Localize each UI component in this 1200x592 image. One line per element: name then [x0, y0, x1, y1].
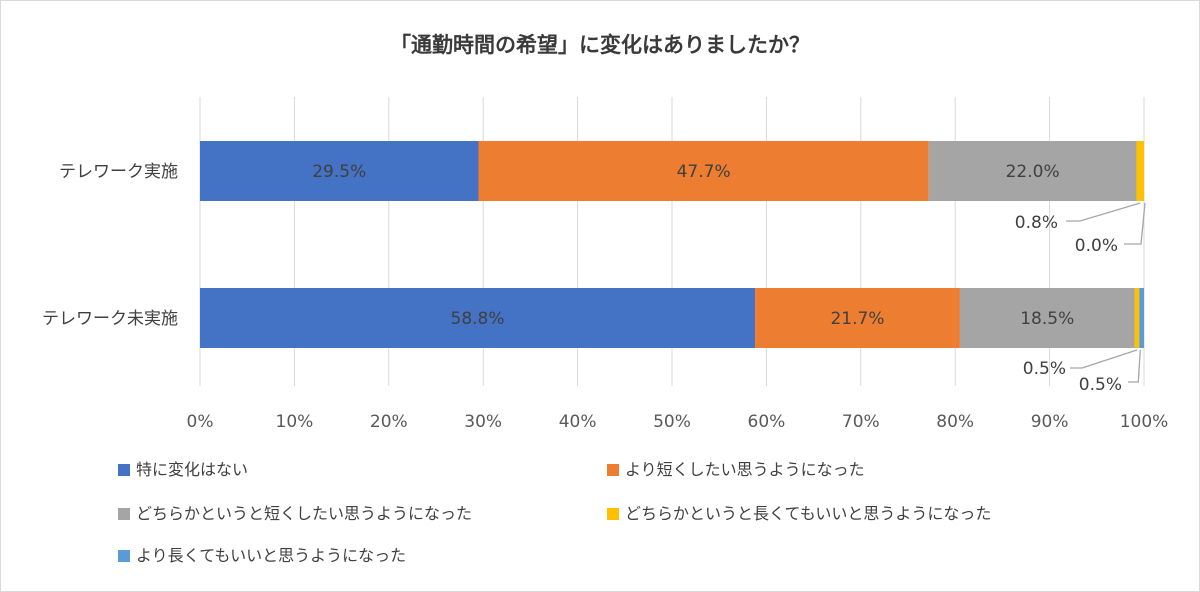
x-tick-label: 40% — [559, 412, 597, 432]
x-tick-label: 10% — [276, 412, 314, 432]
data-labels: 29.5% 47.7% 22.0% 0.8% 0.0% 58.8% 21.7% 18.5% 0.… — [312, 162, 1146, 395]
data-label: 0.8% — [1015, 213, 1058, 233]
x-tick-label: 60% — [748, 412, 786, 432]
data-label: 0.0% — [1075, 236, 1118, 256]
legend-label: どちらかというと短くしたい思うようになった — [136, 504, 472, 523]
x-tick-label: 90% — [1031, 412, 1069, 432]
data-label: 58.8% — [451, 309, 505, 329]
x-tick-label: 100% — [1120, 412, 1169, 432]
data-label: 0.5% — [1023, 359, 1066, 379]
bar-segment — [755, 288, 960, 348]
x-tick-label: 50% — [653, 412, 691, 432]
leader-line — [1128, 349, 1141, 383]
bar-segment — [1136, 141, 1144, 201]
x-axis: 0% 10% 20% 30% 40% 50% 60% 70% 80% 90% 100% — [187, 412, 1169, 432]
data-label: 22.0% — [1006, 162, 1060, 182]
legend-swatch — [118, 508, 130, 520]
legend-label: どちらかというと長くてもいいと思うようになった — [625, 504, 991, 523]
data-label: 0.5% — [1079, 375, 1122, 395]
data-label: 18.5% — [1020, 309, 1074, 329]
legend-label: より短くしたい思うようになった — [625, 460, 865, 479]
legend-swatch — [607, 508, 619, 520]
bar-segment — [1134, 288, 1140, 348]
data-label: 29.5% — [312, 162, 366, 182]
x-tick-label: 70% — [842, 412, 880, 432]
legend-swatch — [607, 464, 619, 476]
legend: 特に変化はない より短くしたい思うようになったどちらかというと短くしたい思うように… — [118, 460, 991, 565]
data-label: 47.7% — [677, 162, 731, 182]
x-tick-label: 20% — [370, 412, 408, 432]
leader-line — [1070, 349, 1138, 369]
leader-line — [1124, 202, 1146, 245]
bars — [200, 141, 1144, 348]
category-label: テレワーク未実施 — [42, 309, 178, 329]
bar-segment — [959, 288, 1135, 348]
bar-segment — [200, 141, 479, 201]
legend-label: 特に変化はない — [136, 460, 248, 479]
x-tick-label: 80% — [936, 412, 974, 432]
leader-line — [1066, 202, 1141, 222]
bar-segment — [478, 141, 929, 201]
legend-swatch — [118, 464, 130, 476]
bar-segment — [928, 141, 1137, 201]
category-label: テレワーク実施 — [59, 162, 178, 182]
chart-title: 「通勤時間の希望」に変化はありましたか？ — [390, 33, 810, 57]
bar-segment — [1139, 288, 1144, 348]
legend-label: より長くてもいいと思うようになった — [136, 546, 406, 565]
x-tick-label: 30% — [464, 412, 502, 432]
data-label: 21.7% — [830, 309, 884, 329]
bar-segment — [200, 288, 756, 348]
x-tick-label: 0% — [187, 412, 214, 432]
legend-swatch — [118, 550, 130, 562]
